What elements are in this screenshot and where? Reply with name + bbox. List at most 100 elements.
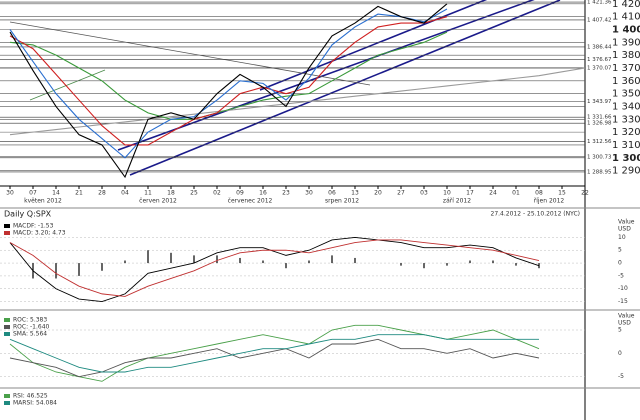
series-line [9,324,540,382]
x-tick-label: 27 [397,190,405,197]
x-tick-label: 28 [98,190,106,197]
x-tick-label: 04 [121,190,129,197]
month-label: červenec 2012 [228,198,273,205]
y-tick-label: 1 380 [612,50,640,61]
x-tick-label: 17 [466,190,474,197]
histogram-bar [170,252,172,264]
level-label: 1 343.97 [587,99,612,105]
legend-swatch [4,325,10,329]
month-label: květen 2012 [24,198,62,205]
series-line [9,239,540,297]
unit-label: Value [618,219,635,226]
histogram-bar [354,257,356,264]
y-tick-label: 0 [618,260,622,267]
y-tick-label: 1 320 [612,127,640,138]
histogram-bar [262,260,264,264]
histogram-bar [469,260,471,264]
month-label: říjen 2012 [534,198,565,205]
x-tick-label: 08 [535,190,543,197]
histogram-bar [515,263,517,266]
x-tick-label: 18 [167,190,175,197]
y-tick-label: 1 310 [612,140,640,151]
y-tick-label: 1 410 [612,12,640,23]
histogram-bar [331,255,333,264]
histogram-bar [216,255,218,264]
histogram-bar [147,250,149,264]
x-tick-label: 11 [144,190,152,197]
date-range: 27.4.2012 - 25.10.2012 (NYC) [491,211,580,218]
y-tick-label: 1 330 [612,114,640,125]
y-tick-label: 1 400 [612,25,640,36]
x-tick-label: 06 [328,190,336,197]
histogram-bar [78,263,80,276]
y-tick-label: 1 290 [612,166,640,177]
x-tick-label: 14 [52,190,60,197]
legend-swatch [4,401,10,405]
series-line [9,338,540,378]
level-label: 1 326.98 [587,121,612,127]
series-line [9,236,540,303]
legend-swatch [4,332,10,336]
y-tick-label: -5 [618,373,624,380]
x-tick-label: 13 [351,190,359,197]
x-tick-label: 03 [420,190,428,197]
histogram-bar [446,263,448,266]
x-tick-label: 24 [489,190,497,197]
y-tick-label: -15 [618,298,628,305]
y-tick-label: 5 [618,327,622,334]
y-tick-label: 10 [618,234,626,241]
y-tick-label: 5 [618,247,622,254]
histogram-bar [193,255,195,264]
x-tick-label: 07 [29,190,37,197]
legend-label: ROC: -1.640 [13,324,50,331]
legend-swatch [4,318,10,322]
x-tick-label: 22 [581,190,589,197]
histogram-bar [285,263,287,269]
histogram-bar [423,263,425,269]
month-label: srpen 2012 [325,198,359,205]
legend-label: MACDF: -1.53 [13,223,54,230]
legend-swatch [4,224,10,228]
legend-label: SMA: 5.564 [13,331,47,338]
histogram-bar [492,260,494,264]
y-tick-label: 1 420 [612,0,640,10]
legend-swatch [4,231,10,235]
x-tick-label: 15 [558,190,566,197]
unit-label: USD [618,320,631,327]
x-tick-label: 02 [213,190,221,197]
x-tick-label: 09 [236,190,244,197]
histogram-bar [101,263,103,271]
unit-label: Value [618,313,635,320]
unit-label: USD [618,226,631,233]
series-line [9,334,539,373]
y-tick-label: 1 360 [612,76,640,87]
histogram-bar [400,263,402,266]
legend-label: MARSI: 54.084 [13,400,57,407]
y-tick-label: 1 390 [612,37,640,48]
month-label: červen 2012 [139,198,177,205]
legend-label: ROC: 5.383 [13,317,47,324]
y-tick-label: 1 300 [612,153,640,164]
month-label: září 2012 [443,198,471,205]
series-line [9,3,448,179]
histogram-bar [239,257,241,264]
y-tick-label: 1 350 [612,89,640,100]
level-label: 1 376.67 [587,57,612,63]
level-label: 1 407.42 [587,17,612,23]
histogram-bar [55,263,57,279]
x-tick-label: 30 [6,190,14,197]
histogram-bar [308,260,310,264]
x-tick-label: 16 [259,190,267,197]
level-label: 1 331.66 [587,115,612,121]
series-line [9,31,448,120]
x-tick-label: 23 [282,190,290,197]
y-tick-label: 1 370 [612,63,640,74]
x-tick-label: 21 [75,190,83,197]
y-tick-label: -10 [618,285,628,292]
histogram-bar [124,260,126,264]
legend-swatch [4,394,10,398]
x-tick-label: 25 [190,190,198,197]
panel-title: Daily Q:SPX [4,210,52,219]
